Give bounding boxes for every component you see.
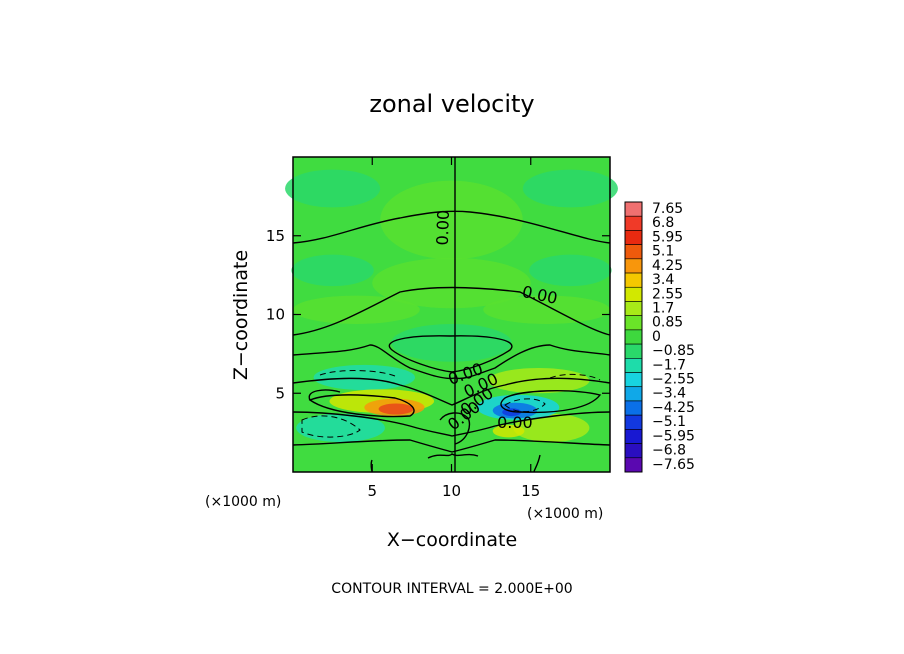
contour-line-negative [504, 398, 546, 413]
contour-line [308, 389, 341, 401]
field-patch [380, 180, 523, 260]
contour-label: 0.00 [433, 210, 453, 246]
colorbar-swatch [624, 372, 643, 388]
colorbar-swatch [624, 400, 643, 416]
colorbar-swatch [624, 258, 643, 274]
colorbar-label: −6.8 [652, 443, 686, 459]
colorbar-label: 6.8 [652, 215, 674, 231]
contour-label: 0.00 [497, 413, 533, 432]
contour-line [388, 335, 513, 373]
field-patch [513, 413, 590, 443]
field-patch [492, 424, 525, 438]
colorbar-swatch [624, 414, 643, 430]
contour-line-negative [301, 415, 361, 438]
colorbar-label: −3.4 [652, 386, 686, 402]
y-tick-label: 10 [266, 306, 285, 324]
contour-labels: 0.000.000.000.000.000.00 0.00 [433, 210, 559, 435]
y-tick-label: 5 [275, 384, 285, 402]
colorbar-label: 7.65 [652, 201, 683, 217]
y-axis-label: Z−coordinate [230, 250, 252, 380]
contour-line [439, 412, 471, 445]
x-axis-ticks: 5 10 15 [367, 157, 540, 500]
contour-line-negative [549, 373, 601, 381]
contour-line [292, 377, 611, 406]
colorbar-label: 5.95 [652, 229, 683, 245]
colorbar-swatch [624, 272, 643, 288]
field-patch [296, 413, 385, 443]
contour-line [292, 411, 611, 437]
colorbar-swatch [624, 244, 643, 260]
contour-line [500, 390, 602, 414]
colorbar-label: 5.1 [652, 244, 674, 260]
y-tick-label: 15 [266, 227, 285, 245]
contour-line-negative [319, 370, 396, 377]
field-patch [285, 169, 381, 208]
colorbar-swatch [624, 343, 643, 359]
colorbar-label: −5.1 [652, 414, 686, 430]
colorbar-swatch [624, 443, 643, 459]
contour-line [427, 453, 479, 459]
chart-title: zonal velocity [369, 90, 534, 118]
colorbar-label: −1.7 [652, 357, 686, 373]
contour-line [292, 286, 611, 336]
field-patch [483, 295, 610, 324]
contour-line [308, 394, 415, 418]
x-axis-unit-label: (×1000 m) [527, 506, 603, 522]
colorbar-label: 3.4 [652, 272, 674, 288]
colorbar: 7.656.85.955.14.253.42.551.70.850−0.85−1… [624, 201, 695, 473]
colorbar-swatch [624, 386, 643, 402]
colorbar-label: −5.95 [652, 428, 695, 444]
colorbar-swatch [624, 230, 643, 245]
x-tick-label: 15 [521, 482, 540, 500]
colorbar-label: −0.85 [652, 343, 695, 359]
colorbar-label: −4.25 [652, 400, 695, 416]
y-axis-unit-label: (×1000 m) [205, 494, 281, 510]
field-patch [487, 368, 590, 394]
colorbar-label: 2.55 [652, 286, 683, 302]
colorbar-label: −7.65 [652, 457, 695, 473]
field-patch [391, 323, 512, 362]
colorbar-label: 0.85 [652, 315, 683, 331]
colorbar-label: 0 [652, 329, 661, 345]
colorbar-label: 1.7 [652, 300, 674, 316]
y-axis-ticks: 5 10 15 [266, 227, 610, 402]
colorbar-swatch [624, 329, 643, 345]
contour-line [292, 439, 611, 453]
contour-line [292, 210, 611, 244]
field-patch [522, 169, 618, 208]
contour-interval-note: CONTOUR INTERVAL = 2.000E+00 [331, 581, 572, 597]
colorbar-swatch [624, 457, 643, 473]
field-patch [291, 254, 374, 287]
x-tick-label: 10 [442, 482, 461, 500]
velocity-field [285, 169, 618, 443]
contour-lines [292, 157, 611, 473]
x-tick-label: 5 [367, 482, 377, 500]
field-patch [293, 295, 420, 324]
colorbar-label: 4.25 [652, 258, 683, 274]
colorbar-swatch [624, 201, 643, 217]
field-patch [313, 364, 416, 391]
colorbar-swatch [624, 215, 643, 231]
colorbar-swatch [624, 429, 643, 444]
x-axis-label: X−coordinate [387, 529, 517, 551]
colorbar-frame [624, 201, 643, 473]
colorbar-swatch [624, 358, 643, 373]
colorbar-label: −2.55 [652, 372, 695, 388]
field-patch [529, 254, 612, 287]
colorbar-swatch [624, 315, 643, 331]
colorbar-swatch [624, 301, 643, 316]
colorbar-swatch [624, 286, 643, 302]
field-patch [372, 257, 531, 309]
field-patch [378, 403, 414, 415]
